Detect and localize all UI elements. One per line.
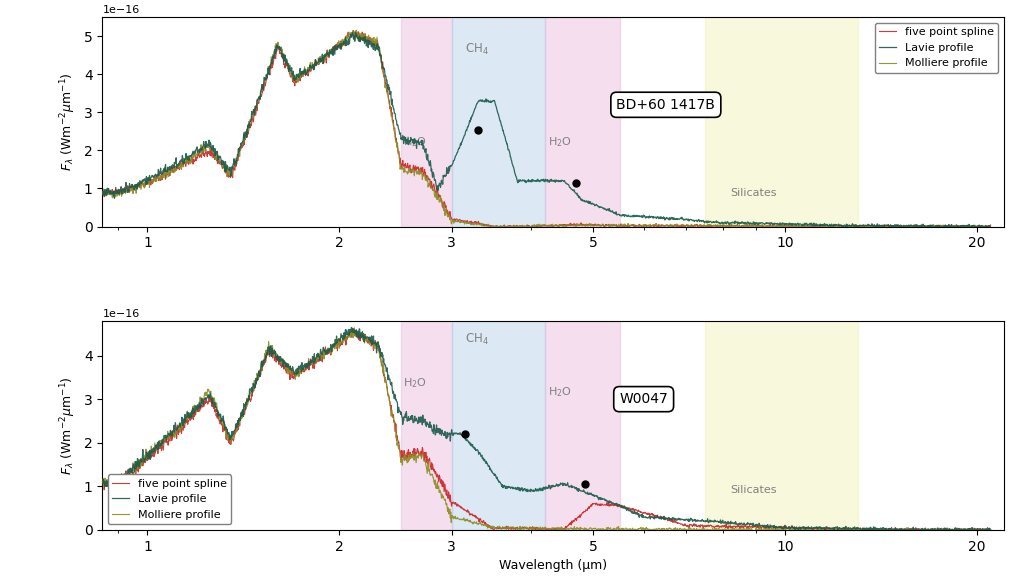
Molliere profile: [141, 453, 154, 460]
Line: Molliere profile: Molliere profile: [102, 30, 990, 229]
Molliere profile: [96, 190, 109, 197]
Lavie profile: [528, 487, 541, 494]
Lavie profile: [959, 222, 972, 229]
Lavie profile: [141, 455, 154, 462]
five point spline: [141, 456, 154, 463]
five point spline: [96, 478, 109, 485]
Molliere profile: [528, 224, 541, 231]
five point spline: [505, 223, 517, 230]
Text: H$_2$O: H$_2$O: [403, 135, 427, 149]
five point spline: [959, 526, 972, 533]
Bar: [452, 17, 545, 226]
five point spline: [347, 27, 359, 34]
five point spline: [959, 224, 972, 231]
Legend: five point spline, Lavie profile, Molliere profile: five point spline, Lavie profile, Mollie…: [874, 23, 998, 73]
Molliere profile: [959, 525, 972, 532]
Molliere profile: [826, 529, 839, 536]
Molliere profile: [959, 222, 972, 229]
Lavie profile: [345, 324, 357, 331]
Line: five point spline: five point spline: [102, 328, 990, 532]
Bar: [401, 321, 452, 530]
Bar: [706, 17, 858, 226]
X-axis label: Wavelength (μm): Wavelength (μm): [499, 559, 607, 572]
Bar: [545, 321, 620, 530]
Y-axis label: $F_\lambda$ (Wm$^{-2}\mu$m$^{-1}$): $F_\lambda$ (Wm$^{-2}\mu$m$^{-1}$): [58, 73, 78, 171]
Lavie profile: [958, 527, 971, 534]
five point spline: [528, 525, 541, 532]
Molliere profile: [819, 226, 831, 233]
five point spline: [959, 225, 972, 232]
Text: CH$_4$: CH$_4$: [465, 332, 489, 347]
Legend: five point spline, Lavie profile, Molliere profile: five point spline, Lavie profile, Mollie…: [108, 475, 231, 524]
Lavie profile: [937, 224, 949, 231]
Line: Lavie profile: Lavie profile: [102, 32, 990, 228]
Lavie profile: [349, 29, 361, 36]
Text: H$_2$O: H$_2$O: [548, 385, 572, 399]
Molliere profile: [348, 324, 360, 331]
five point spline: [141, 179, 154, 186]
Text: H$_2$O: H$_2$O: [403, 376, 427, 390]
Lavie profile: [96, 478, 109, 484]
Molliere profile: [984, 528, 996, 535]
Molliere profile: [350, 26, 362, 33]
five point spline: [944, 528, 956, 535]
Molliere profile: [96, 478, 109, 485]
Lavie profile: [96, 190, 109, 197]
Molliere profile: [528, 524, 541, 530]
Molliere profile: [959, 225, 972, 232]
five point spline: [984, 526, 996, 533]
Lavie profile: [959, 223, 972, 230]
Lavie profile: [505, 484, 517, 491]
Molliere profile: [796, 526, 808, 533]
Y-axis label: $F_\lambda$ (Wm$^{-2}\mu$m$^{-1}$): $F_\lambda$ (Wm$^{-2}\mu$m$^{-1}$): [58, 376, 78, 475]
five point spline: [984, 222, 996, 229]
Molliere profile: [505, 223, 517, 230]
five point spline: [959, 526, 972, 533]
Bar: [706, 321, 858, 530]
Text: CH$_4$: CH$_4$: [465, 42, 489, 57]
Molliere profile: [959, 526, 972, 533]
Molliere profile: [984, 224, 996, 231]
five point spline: [797, 223, 809, 230]
Lavie profile: [528, 178, 541, 185]
Lavie profile: [965, 528, 977, 535]
Line: five point spline: five point spline: [102, 31, 990, 229]
Text: H$_2$O: H$_2$O: [548, 135, 572, 149]
Molliere profile: [796, 223, 808, 230]
five point spline: [347, 325, 359, 332]
Lavie profile: [505, 156, 517, 163]
Text: Silicates: Silicates: [730, 485, 776, 495]
Bar: [452, 321, 545, 530]
Text: Silicates: Silicates: [730, 188, 776, 198]
Lavie profile: [959, 527, 972, 534]
Text: BD+60 1417B: BD+60 1417B: [616, 98, 716, 112]
five point spline: [796, 525, 808, 532]
Lavie profile: [984, 223, 996, 230]
Lavie profile: [141, 177, 154, 184]
Text: W0047: W0047: [620, 392, 668, 406]
five point spline: [529, 223, 542, 230]
five point spline: [96, 188, 109, 195]
Molliere profile: [141, 181, 154, 188]
Lavie profile: [796, 524, 808, 531]
Lavie profile: [796, 222, 808, 229]
Line: Lavie profile: Lavie profile: [102, 328, 990, 532]
five point spline: [505, 524, 517, 530]
Bar: [401, 17, 452, 226]
Lavie profile: [984, 526, 996, 533]
Line: Molliere profile: Molliere profile: [102, 328, 990, 532]
Molliere profile: [505, 524, 517, 531]
five point spline: [518, 226, 530, 233]
Bar: [545, 17, 620, 226]
